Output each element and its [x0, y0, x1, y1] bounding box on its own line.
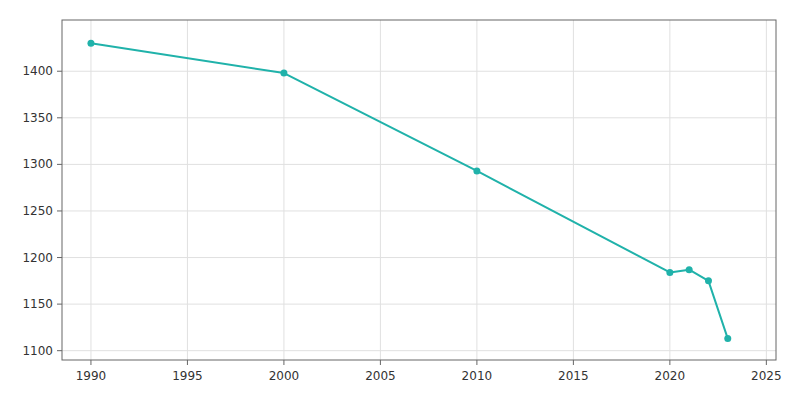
- x-tick: [766, 360, 767, 365]
- data-line: [91, 43, 728, 338]
- y-tick-label: 1100: [22, 344, 53, 358]
- data-point: [473, 167, 480, 174]
- y-grid-line: [62, 350, 776, 351]
- data-point: [280, 70, 287, 77]
- y-tick: [57, 257, 62, 258]
- chart-container: 1990 1995 2000 2005 2010 2015 2020 2025 1100 1150…: [0, 0, 800, 400]
- data-point: [686, 266, 693, 273]
- y-tick: [57, 71, 62, 72]
- x-tick: [187, 360, 188, 365]
- y-tick-label: 1200: [22, 251, 53, 265]
- y-tick-label: 1350: [22, 111, 53, 125]
- x-tick-label: 2000: [269, 369, 300, 383]
- x-tick: [476, 360, 477, 365]
- y-tick-label: 1150: [22, 297, 53, 311]
- data-point: [724, 335, 731, 342]
- grid: [62, 20, 776, 360]
- y-tick-label: 1300: [22, 157, 53, 171]
- x-tick: [90, 360, 91, 365]
- x-tick: [380, 360, 381, 365]
- y-tick-label: 1250: [22, 204, 53, 218]
- y-grid-line: [62, 117, 776, 118]
- x-tick: [283, 360, 284, 365]
- x-tick: [573, 360, 574, 365]
- y-tick-label: 1400: [22, 64, 53, 78]
- x-tick-label: 1995: [172, 369, 203, 383]
- x-tick-label: 2015: [558, 369, 589, 383]
- x-tick-label: 2005: [365, 369, 396, 383]
- y-grid-line: [62, 210, 776, 211]
- plot-frame: [62, 20, 776, 360]
- x-tick-label: 1990: [76, 369, 107, 383]
- y-grid-line: [62, 164, 776, 165]
- chart-svg: 1990 1995 2000 2005 2010 2015 2020 2025 1100 1150…: [0, 0, 800, 400]
- x-tick: [669, 360, 670, 365]
- x-tick-label: 2020: [655, 369, 686, 383]
- y-tick: [57, 117, 62, 118]
- y-grid-line: [62, 257, 776, 258]
- data-point: [705, 277, 712, 284]
- data-group: [87, 40, 731, 342]
- y-grid-line: [62, 304, 776, 305]
- y-tick: [57, 350, 62, 351]
- y-tick: [57, 164, 62, 165]
- data-point: [87, 40, 94, 47]
- x-tick-label: 2025: [751, 369, 782, 383]
- y-tick: [57, 304, 62, 305]
- data-point: [666, 269, 673, 276]
- y-tick: [57, 210, 62, 211]
- y-grid-line: [62, 71, 776, 72]
- x-tick-label: 2010: [462, 369, 493, 383]
- axes: 1990 1995 2000 2005 2010 2015 2020 2025 1100 1150…: [22, 20, 781, 383]
